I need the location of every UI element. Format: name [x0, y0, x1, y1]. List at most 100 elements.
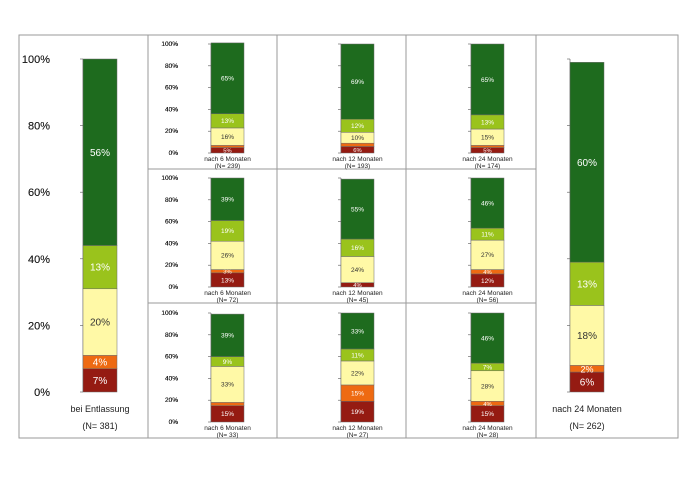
n-label: (N= 174) [475, 163, 500, 170]
y-tick-label: 80% [165, 332, 178, 339]
data-label: 56% [90, 148, 110, 159]
y-tick-label: 80% [165, 197, 178, 204]
bar-segment-dark-green [470, 43, 505, 116]
bar-segment-yellow [82, 288, 118, 356]
data-label: 9% [223, 359, 233, 366]
y-tick-label: 60% [165, 354, 178, 361]
bar-segment-light-green [569, 261, 605, 306]
n-label: (N= 33) [217, 432, 239, 439]
data-label: 27% [481, 252, 494, 259]
data-label: 11% [351, 352, 364, 359]
y-tick-label: 0% [169, 419, 179, 426]
data-label: 12% [351, 123, 364, 130]
y-tick-label: 40% [165, 240, 178, 247]
bar-segment-orange [340, 142, 375, 147]
chart-panel-4: 0% 20% 40% 60% 80% 100% 5% 15% 13% 65% nach 24 Mon… [161, 41, 513, 170]
data-label: 7% [93, 376, 108, 387]
data-label: 24% [351, 267, 364, 274]
category-label: nach 12 Monaten [332, 156, 383, 163]
data-label: 4% [483, 270, 491, 276]
bar-segment-dark-green [340, 312, 375, 350]
bar-segment-dark-green [210, 177, 245, 221]
y-tick-label: 0% [34, 387, 50, 399]
bar-segment-dark-green [210, 313, 245, 357]
n-label: (N= 27) [347, 432, 369, 439]
n-label: (N= 239) [215, 163, 240, 170]
bar-segment-orange [210, 145, 245, 148]
chart-panel-10: 0% 20% 40% 60% 80% 100% 15% 4% 28% 7% 46% nach 24 M… [161, 310, 513, 439]
data-label: 19% [221, 228, 234, 235]
y-tick-label: 80% [165, 197, 178, 204]
y-tick-label: 0% [169, 419, 179, 426]
n-label: (N= 193) [345, 163, 370, 170]
data-label: 19% [351, 409, 364, 416]
data-label: 12% [481, 278, 494, 285]
category-label: nach 6 Monaten [204, 425, 251, 432]
data-label: 16% [221, 134, 234, 141]
data-label: 16% [351, 245, 364, 252]
data-label: 6% [580, 378, 595, 389]
bar-segment-yellow [210, 240, 245, 270]
category-label: nach 24 Monaten [462, 156, 513, 163]
chart-panel-7: 0% 20% 40% 60% 80% 100% 12% 4% 27% 11% 46% nach 24 … [161, 175, 513, 304]
y-tick-label: 0% [169, 150, 179, 157]
data-label: 13% [481, 119, 494, 126]
bar-segment-dark-green [470, 177, 505, 229]
data-label: 39% [221, 197, 234, 204]
y-tick-label: 40% [28, 254, 50, 266]
y-tick-label: 20% [165, 262, 178, 269]
data-label: 4% [93, 358, 108, 369]
data-label: 2% [580, 364, 593, 374]
bar-segment-light-green [82, 245, 118, 290]
y-tick-label: 40% [165, 106, 178, 113]
data-label: 33% [221, 382, 234, 389]
y-tick-label: 40% [165, 375, 178, 382]
outer-frame [18, 34, 679, 439]
category-label: nach 24 Monaten [552, 404, 622, 414]
bar-segment-yellow [569, 305, 605, 366]
bar-segment-dark-green [340, 178, 375, 240]
chart-panel-6: 0% 20% 40% 60% 80% 100% 4% 24% 16% 55% nach 12 Mon… [161, 175, 383, 304]
bar-segment-dark-green [340, 43, 375, 120]
data-label: 13% [221, 118, 234, 125]
n-label: (N= 56) [477, 297, 499, 304]
data-label: 13% [577, 279, 597, 290]
category-label: nach 6 Monaten [204, 290, 251, 297]
y-tick-label: 100% [161, 175, 178, 182]
chart-panel-5: 0% 20% 40% 60% 80% 100% 13%3% 26% 19% 39% nach 6 M… [161, 175, 251, 304]
data-label: 39% [221, 333, 234, 340]
data-label: 4% [483, 402, 491, 408]
data-label: 20% [90, 318, 110, 329]
y-tick-label: 60% [28, 187, 50, 199]
y-tick-label: 20% [165, 128, 178, 135]
y-tick-label: 40% [28, 254, 50, 266]
data-label: 6% [353, 148, 361, 154]
y-tick-label: 20% [165, 397, 178, 404]
y-tick-label: 20% [165, 262, 178, 269]
category-label: nach 24 Monaten [462, 290, 513, 297]
data-label: 3% [223, 270, 231, 276]
y-tick-label: 60% [165, 354, 178, 361]
chart-panel-11: 0% 20% 40% 60% 80% 100% 6% 2% 18% 13% 60% nach 24 M… [22, 54, 622, 431]
y-tick-label: 60% [28, 187, 50, 199]
y-tick-label: 100% [161, 310, 178, 317]
data-label: 65% [481, 77, 494, 84]
y-tick-label: 80% [165, 63, 178, 70]
data-label: 46% [481, 200, 494, 207]
y-tick-label: 0% [169, 284, 179, 291]
y-tick-label: 40% [165, 240, 178, 247]
data-label: 18% [577, 331, 597, 342]
n-label: (N= 45) [347, 297, 369, 304]
data-label: 46% [481, 335, 494, 342]
y-tick-label: 100% [22, 54, 50, 66]
bar-segment-dark-green [470, 312, 505, 364]
data-label: 11% [481, 231, 494, 238]
category-label: nach 12 Monaten [332, 290, 383, 297]
y-tick-label: 80% [28, 121, 50, 133]
y-tick-label: 40% [165, 240, 178, 247]
chart-panel-8: 0% 20% 40% 60% 80% 100% 15% 33% 9% 39% nach 6 Mona… [161, 310, 251, 439]
y-tick-label: 80% [28, 121, 50, 133]
y-tick-label: 20% [165, 262, 178, 269]
data-label: 10% [351, 135, 364, 142]
